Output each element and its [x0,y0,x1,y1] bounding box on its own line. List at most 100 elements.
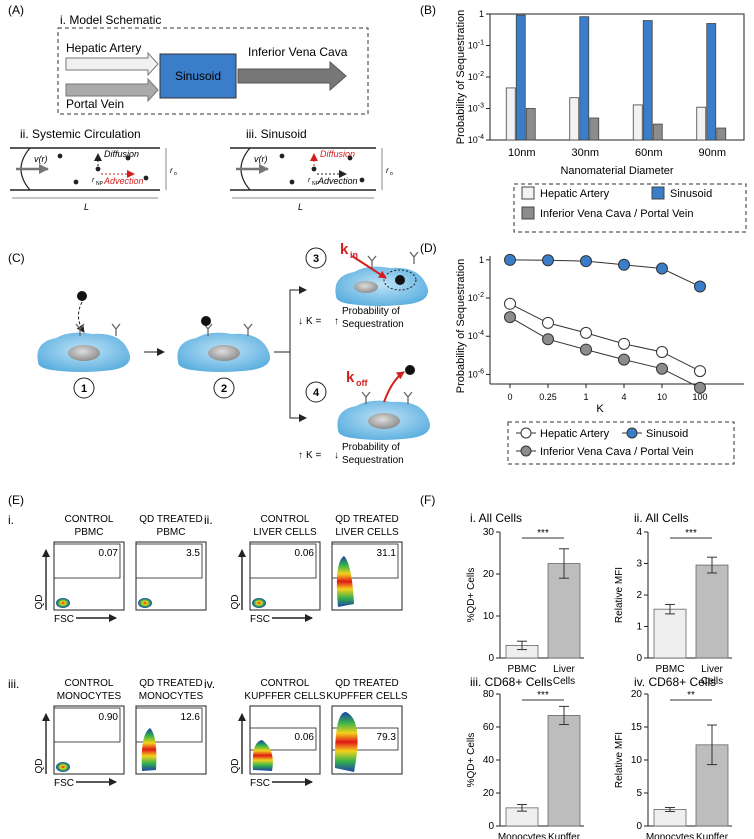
x-axis-label-d: K [596,403,604,415]
y-tick-label-f: 0 [488,821,494,832]
bar-60nm-2 [652,123,663,141]
prob-label-4-line2: Sequestration [342,455,404,466]
legend-swatch-b [651,186,665,200]
y-tick-label-d: 1 [479,255,484,265]
flow-plot-title: CONTROL [65,514,114,525]
fsc-axis-label: FSC [250,614,270,625]
gate [135,707,203,743]
population [138,598,152,608]
length-label-iii: L [298,202,303,212]
diffusion-label-iii: Diffusion [320,149,355,159]
velocity-label: v(r) [34,154,48,164]
point-d-0-2 [580,326,592,339]
step-1-badge [73,377,95,399]
legend-label-b: Sinusoid [670,188,712,200]
bar-90nm-0 [696,106,707,141]
legend-label-d: Hepatic Artery [540,428,610,440]
flow-plot-subtitle: MONOCYTES [57,691,122,702]
systemic-vessel: v(r) Diffusion Advection r NP r o L [10,147,177,212]
r-o-label: r [170,166,173,175]
legend-marker-d [520,445,532,457]
qd-axis-label: QD [230,595,241,610]
prob-label-4-line1: Probability of [342,442,400,453]
group-roman: iii. [8,677,19,691]
series-line-d-0 [509,303,701,372]
legend-box-d [507,421,735,465]
x-tick-label-d: 10 [657,392,667,402]
significance-stars: *** [685,528,697,539]
significance-stars: *** [537,690,549,701]
gate [331,727,399,751]
y-tick-label-f: 80 [483,689,495,700]
qd-axis-label: QD [230,759,241,774]
flow-plot-title: CONTROL [65,678,114,689]
chart-b: (B) 10-4 10-3 10-2 10-1 1 Probability of Seque… [420,3,747,233]
panel-b-label: (B) [420,3,436,17]
gate-percent: 3.5 [186,548,200,559]
point-d-0-0 [504,297,516,310]
y-tick-label-f: 1 [636,622,642,633]
binding-arrow [76,301,85,333]
point-d-1-1 [542,254,554,267]
x-tick-label-f: Cells [553,676,575,687]
population [56,598,70,608]
gate [249,543,317,579]
step-2-badge [213,377,235,399]
cell-2 [177,316,270,372]
panel-d-label: (D) [420,241,437,255]
qd-axis-label: QD [34,595,45,610]
advection-label: Advection [103,176,144,186]
y-tick-label-f: 20 [631,689,643,700]
x-tick-label-b: 60nm [635,147,663,159]
portal-vein-label: Portal Vein [66,97,124,111]
y-tick-label-f: 2 [636,590,642,601]
model-schematic-title: i. Model Schematic [60,13,161,27]
y-tick-label-f: 0 [636,653,642,664]
gate-percent: 0.06 [295,548,315,559]
gate [249,727,317,751]
cell-1 [37,323,131,372]
step-3-badge [305,247,327,269]
point-d-0-5 [694,365,706,378]
bar-f [547,715,581,827]
point-d-2-0 [504,311,516,324]
r-o-subscript-iii: o [390,171,393,177]
point-d-2-3 [618,353,630,366]
portal-vein-arrow [65,77,159,103]
x-axis-label-b: Nanomaterial Diameter [560,165,673,177]
hepatic-artery-label: Hepatic Artery [66,41,141,55]
k-up-symbol: ↑ [298,450,303,461]
k-in-label: k [340,241,349,258]
panel-a: (A) i. Model Schematic Hepatic Artery Po… [8,3,393,212]
sinusoid-box [159,53,237,99]
sinusoid-vessel: v(r) Diffusion Advection r NP r o L [230,147,393,212]
step-4-badge [305,381,327,403]
y-tick-label-d: 10-6 [468,368,484,379]
qd-axis-label: QD [34,759,45,774]
branch-up-arrow [274,286,307,353]
x-tick-label-f: Kupffer [696,832,729,839]
y-tick-label-d: 10-2 [468,292,484,303]
y-axis-label-b: Probability of Sequestration [455,10,467,145]
y-tick-label-f: 5 [636,788,642,799]
chart-title-f: i. All Cells [470,511,522,525]
bar-90nm-1 [706,23,717,141]
chart-title-f: iii. CD68+ Cells [470,675,552,689]
gate-percent: 0.07 [99,548,119,559]
y-tick-label-f: 0 [636,821,642,832]
chart-title-f: ii. All Cells [634,511,689,525]
panel-f-label: (F) [420,493,435,507]
gate-percent: 31.1 [377,548,397,559]
r-np-label-iii: r [308,177,311,184]
gate-percent: 0.90 [99,712,119,723]
bar-30nm-1 [579,16,590,141]
panel-c-label: (C) [8,251,25,265]
y-tick-label-f: 4 [636,527,642,538]
x-tick-label-b: 30nm [571,147,599,159]
cell-3 [335,251,428,306]
y-axis-label-d: Probability of Sequestration [455,259,467,394]
point-d-1-5 [694,280,706,293]
flow-plot-subtitle: KUPFFER CELLS [326,691,407,702]
